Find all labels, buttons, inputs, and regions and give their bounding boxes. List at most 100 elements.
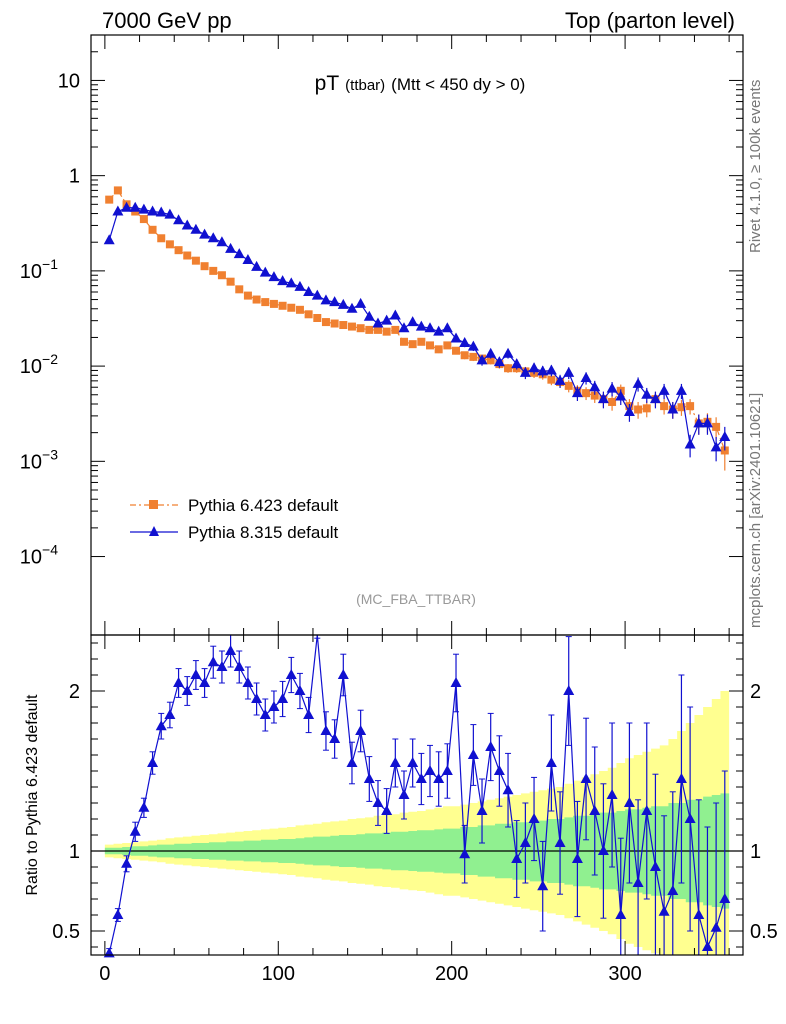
ratio-point-pythia8: [112, 909, 124, 919]
ratio-y-tick-label-right: 0.5: [750, 921, 778, 943]
data-point-pythia6: [252, 295, 261, 304]
data-point-pythia8: [337, 298, 349, 309]
main-frame: [90, 34, 744, 636]
data-point-pythia6: [590, 391, 599, 400]
ratio-point-pythia8: [433, 773, 445, 783]
data-point-pythia8: [311, 289, 323, 300]
ratio-point-pythia8: [337, 669, 349, 679]
ratio-point-pythia8: [233, 661, 245, 671]
data-point-pythia6: [634, 405, 643, 414]
data-point-pythia8: [537, 365, 549, 376]
ratio-point-pythia8: [589, 805, 601, 815]
ratio-point-pythia8: [459, 848, 471, 859]
ratio-point-pythia8: [719, 893, 731, 903]
ratio-point-pythia8: [545, 757, 557, 767]
data-point-pythia6: [547, 375, 556, 384]
data-point-pythia8: [563, 366, 575, 377]
data-point-pythia8: [459, 336, 471, 347]
data-point-pythia8: [441, 322, 453, 333]
ratio-point-pythia8: [285, 669, 297, 679]
ratio-point-pythia8: [623, 797, 635, 807]
ratio-point-pythia8: [346, 757, 358, 767]
ratio-point-pythia8: [597, 845, 609, 855]
data-point-pythia8: [710, 441, 722, 452]
ratio-point-pythia8: [580, 773, 592, 783]
data-point-pythia8: [389, 309, 401, 320]
data-point-pythia8: [329, 296, 341, 307]
ratio-y-tick-label-right: 1: [750, 841, 761, 863]
ratio-frame: [90, 634, 744, 956]
title-sub2: (Mtt < 450 dy > 0): [391, 75, 525, 94]
ratio-point-pythia8: [528, 813, 540, 823]
data-point-pythia6: [243, 291, 252, 300]
data-point-pythia6: [391, 325, 400, 334]
ratio-point-pythia8: [511, 853, 523, 863]
ratio-point-pythia8: [441, 765, 453, 775]
ratio-point-pythia8: [164, 709, 176, 719]
data-point-pythia6: [287, 303, 296, 312]
ratio-point-pythia8: [303, 709, 315, 719]
x-tick-label: 300: [608, 963, 641, 985]
ratio-point-pythia8: [277, 693, 289, 703]
data-point-pythia6: [295, 305, 304, 314]
data-point-pythia8: [277, 275, 289, 286]
ratio-marks: [103, 634, 731, 958]
main-y-tick-label: 10−1: [20, 256, 58, 283]
data-point-pythia8: [173, 214, 185, 225]
ratio-point-pythia8: [554, 837, 566, 847]
ratio-point-pythia8: [632, 877, 644, 887]
data-point-pythia8: [433, 325, 445, 336]
ratio-y-tick-label-right: 2: [750, 681, 761, 703]
data-point-pythia8: [589, 381, 601, 392]
data-point-pythia8: [667, 403, 679, 414]
data-point-pythia8: [580, 371, 592, 382]
data-point-pythia8: [407, 316, 419, 327]
data-point-pythia6: [686, 402, 695, 411]
ratio-point-pythia8: [389, 757, 401, 767]
data-point-pythia8: [398, 322, 410, 333]
data-point-pythia8: [632, 377, 644, 388]
data-point-pythia6: [304, 310, 313, 319]
data-point-pythia8: [285, 277, 297, 288]
legend-label-pythia6: Pythia 6.423 default: [188, 496, 339, 515]
ratio-point-pythia8: [173, 677, 185, 687]
ratio-point-pythia8: [467, 749, 479, 759]
ratio-y-tick-label: 0.5: [52, 921, 80, 943]
data-point-pythia8: [121, 201, 133, 212]
ratio-point-pythia8: [641, 805, 653, 815]
data-point-pythia8: [554, 374, 566, 385]
data-point-pythia8: [242, 254, 254, 265]
ratio-point-pythia8: [485, 741, 497, 751]
data-point-pythia8: [450, 332, 462, 343]
main-y-tick-exponent: −4: [42, 542, 58, 558]
ratio-point-pythia8: [147, 757, 159, 767]
data-point-pythia6: [373, 325, 382, 334]
ratio-point-pythia8: [129, 825, 141, 836]
ratio-point-pythia8: [415, 773, 427, 783]
data-point-pythia8: [225, 242, 237, 253]
analysis-label: (MC_FBA_TTBAR): [356, 591, 476, 607]
data-point-pythia8: [268, 271, 280, 282]
data-point-pythia8: [129, 201, 141, 212]
legend-label-pythia8: Pythia 8.315 default: [188, 523, 339, 542]
data-point-pythia6: [278, 301, 287, 310]
data-point-pythia6: [313, 313, 322, 322]
data-point-pythia6: [347, 322, 356, 331]
data-point-pythia6: [235, 285, 244, 294]
data-point-pythia8: [251, 260, 263, 271]
ratio-point-pythia8: [476, 805, 488, 815]
data-point-pythia8: [528, 362, 540, 373]
data-point-pythia8: [606, 382, 618, 393]
data-point-pythia8: [467, 340, 479, 351]
main-marks: [103, 186, 731, 471]
ratio-point-pythia8: [181, 685, 193, 695]
data-point-pythia8: [216, 236, 228, 247]
data-point-pythia8: [147, 205, 159, 216]
ratio-point-pythia8: [225, 645, 237, 655]
data-point-pythia6: [504, 364, 513, 373]
data-point-pythia6: [469, 352, 478, 361]
main-panel: 10 1 10−1 10−2 10−3 10−4 pT (ttbar) (Mtt < 450 …: [20, 34, 744, 636]
x-tick-label: 200: [435, 963, 468, 985]
data-point-pythia6: [443, 341, 452, 350]
